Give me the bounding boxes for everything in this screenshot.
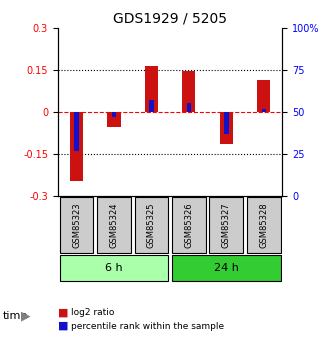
Text: 6 h: 6 h bbox=[105, 263, 123, 273]
Bar bbox=[74, 112, 79, 151]
Text: ■: ■ bbox=[58, 321, 68, 331]
Text: GSM85324: GSM85324 bbox=[109, 203, 118, 248]
Bar bbox=[220, 112, 233, 144]
FancyBboxPatch shape bbox=[60, 197, 93, 253]
FancyBboxPatch shape bbox=[172, 255, 281, 282]
FancyBboxPatch shape bbox=[134, 197, 168, 253]
Bar bbox=[224, 112, 229, 134]
Text: ■: ■ bbox=[58, 307, 68, 317]
Bar bbox=[262, 109, 266, 112]
Bar bbox=[108, 112, 120, 127]
Text: GSM85323: GSM85323 bbox=[72, 202, 81, 248]
Text: GSM85328: GSM85328 bbox=[259, 202, 268, 248]
Text: time: time bbox=[3, 311, 29, 321]
Bar bbox=[182, 71, 195, 112]
FancyBboxPatch shape bbox=[60, 255, 168, 282]
Bar bbox=[149, 100, 154, 112]
Text: 24 h: 24 h bbox=[214, 263, 239, 273]
Bar bbox=[187, 104, 191, 112]
Text: GSM85326: GSM85326 bbox=[184, 202, 193, 248]
Text: percentile rank within the sample: percentile rank within the sample bbox=[71, 322, 224, 331]
FancyBboxPatch shape bbox=[247, 197, 281, 253]
Title: GDS1929 / 5205: GDS1929 / 5205 bbox=[113, 11, 227, 25]
Text: log2 ratio: log2 ratio bbox=[71, 308, 114, 317]
Bar bbox=[257, 80, 270, 112]
FancyBboxPatch shape bbox=[209, 197, 243, 253]
FancyBboxPatch shape bbox=[97, 197, 131, 253]
Text: GSM85327: GSM85327 bbox=[222, 202, 231, 248]
Text: GSM85325: GSM85325 bbox=[147, 203, 156, 248]
Text: ▶: ▶ bbox=[21, 309, 30, 322]
Bar bbox=[112, 112, 116, 117]
Bar bbox=[145, 66, 158, 112]
Bar bbox=[70, 112, 83, 181]
FancyBboxPatch shape bbox=[172, 197, 206, 253]
